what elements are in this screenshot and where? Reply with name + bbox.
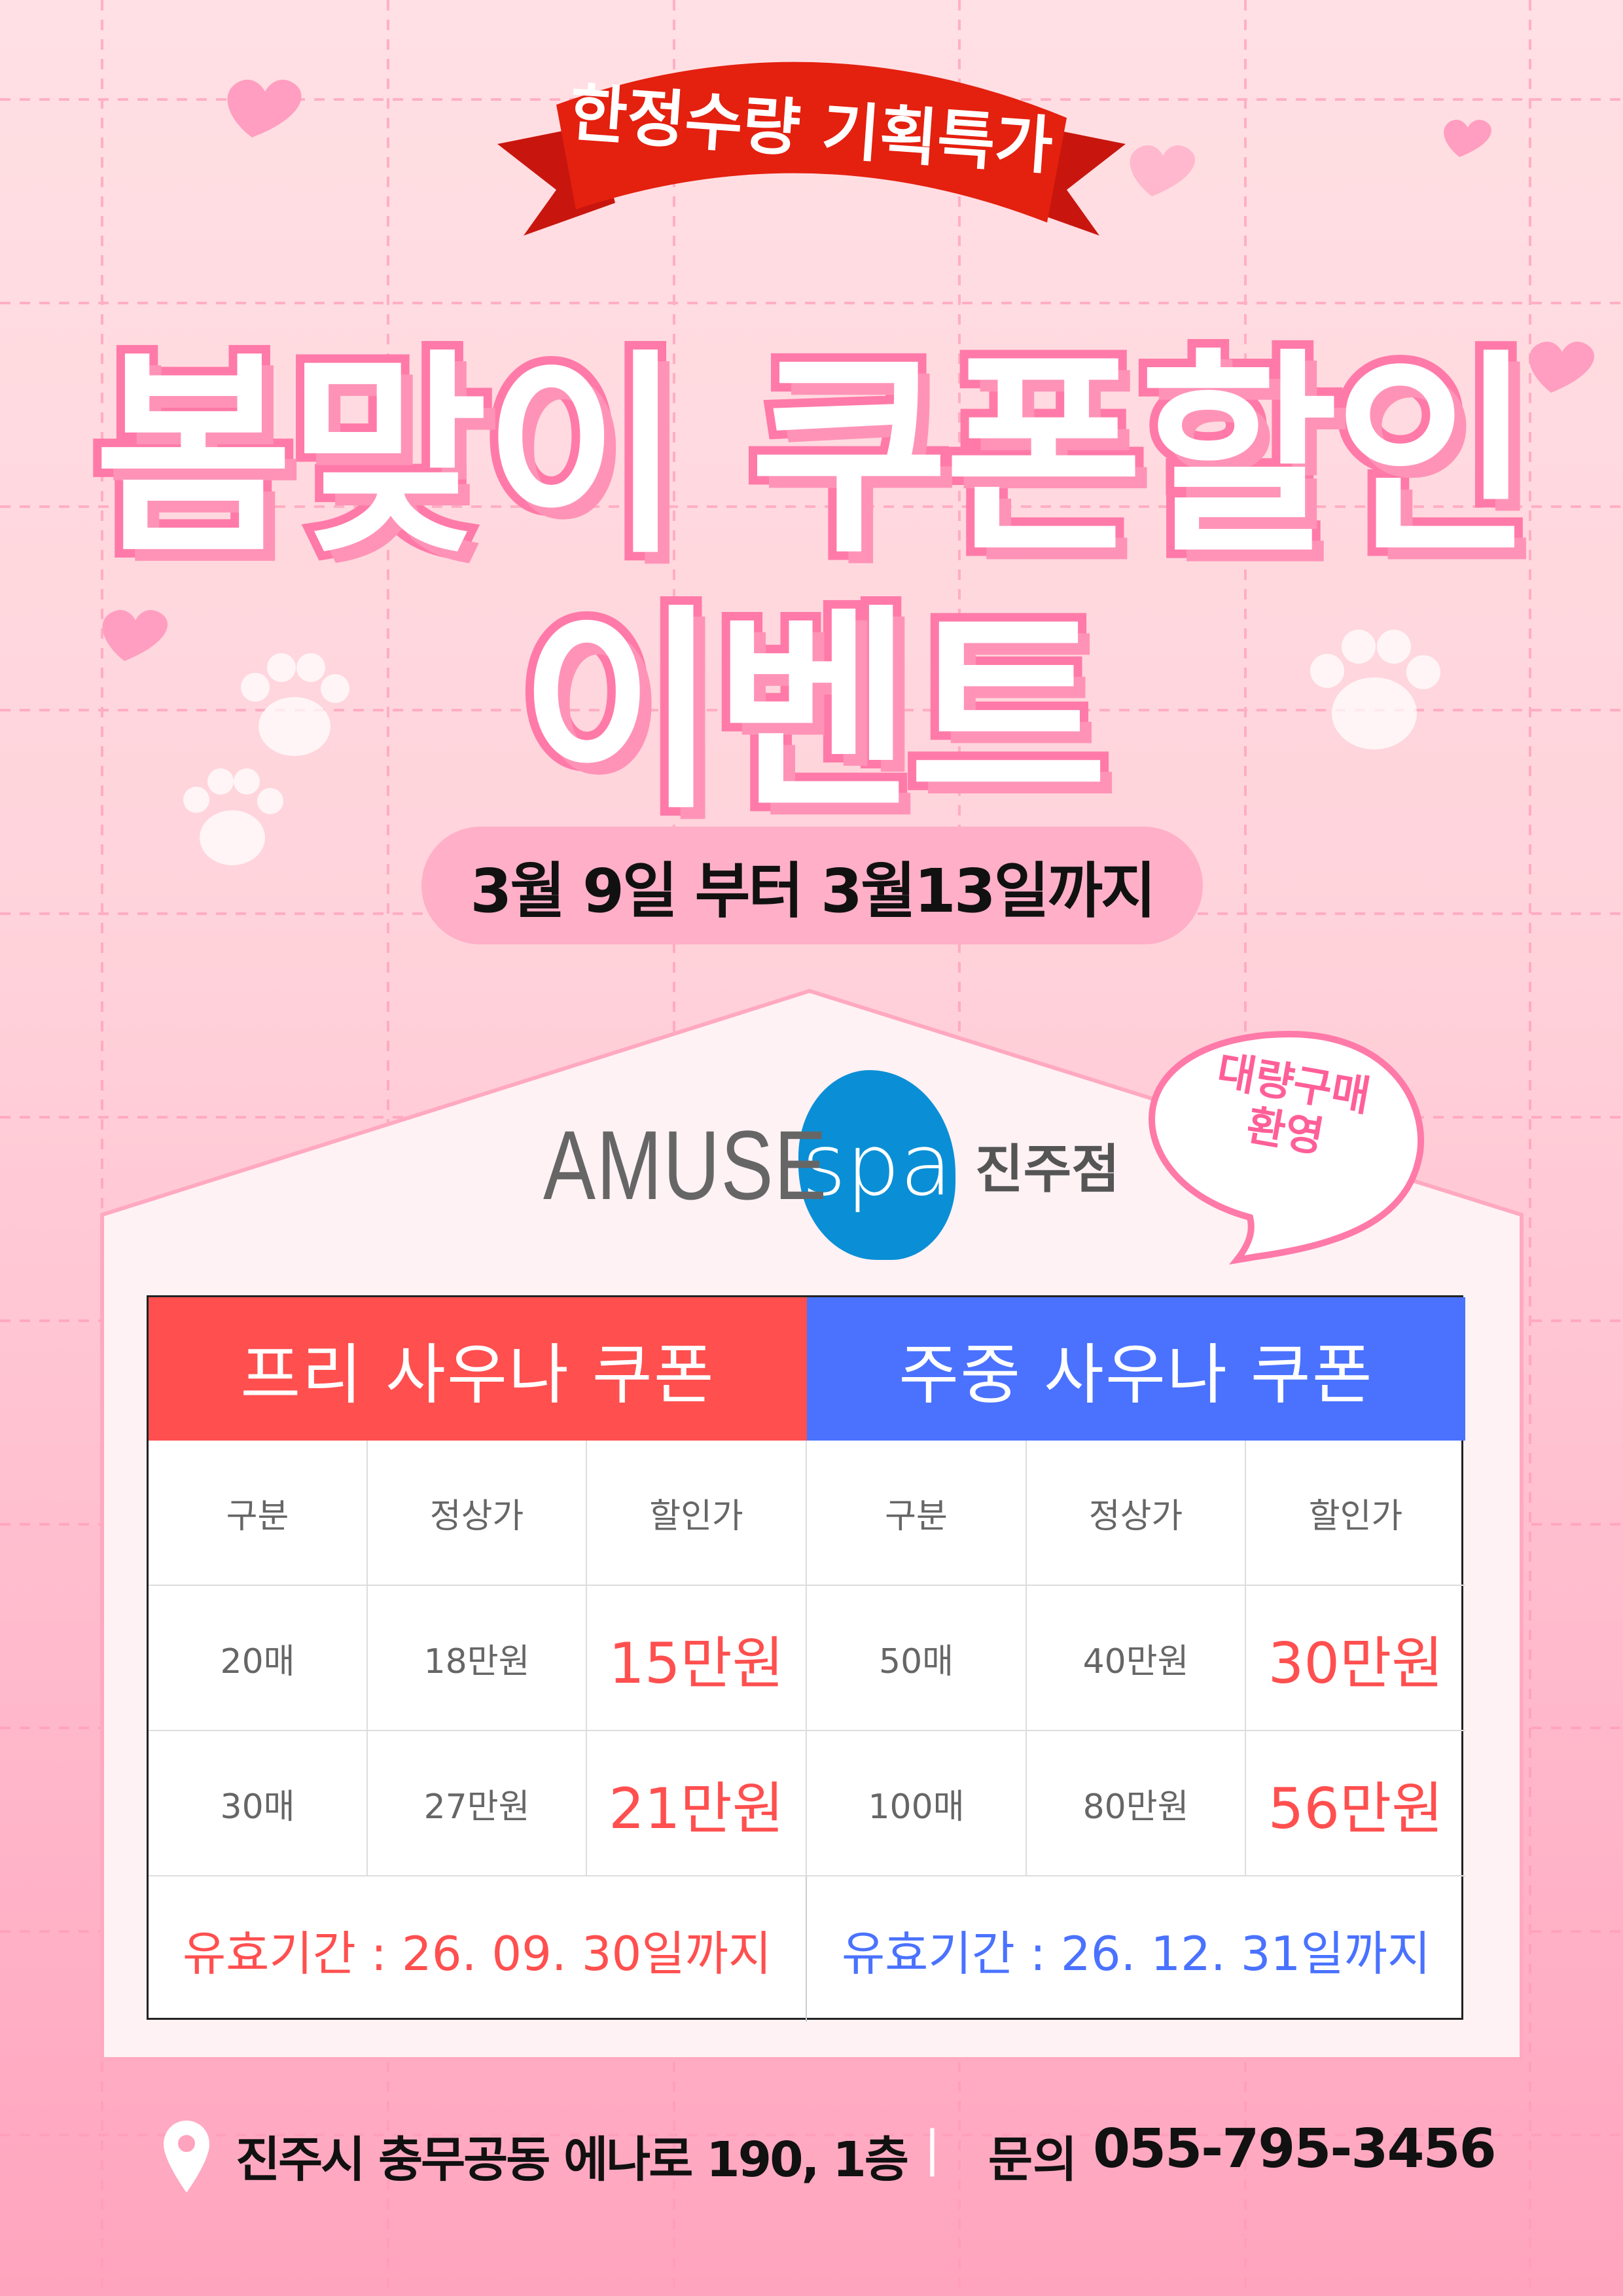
logo-text-amuse: AMUSE [543,1109,828,1220]
column-header: 할인가 [587,1441,807,1586]
address: 진주시 충무공동 에나로 190, 1층 [236,2132,909,2188]
footer-separator: | [924,2121,940,2177]
discount-price-cell: 21만원 [587,1731,807,1876]
quantity-cell: 100매 [807,1731,1027,1876]
coupon-price-table: 프리 사우나 쿠폰 주중 사우나 쿠폰 구분 정상가 할인가 구분 정상가 할인… [147,1295,1465,2022]
discount-price-cell: 30만원 [1246,1586,1465,1731]
column-header: 할인가 [1246,1441,1465,1586]
column-header: 구분 [807,1441,1027,1586]
validity-period: 유효기간 : 26. 09. 30일까지 [149,1876,807,2022]
column-header: 정상가 [1027,1441,1246,1586]
quantity-cell: 50매 [807,1586,1027,1731]
column-header: 구분 [149,1441,368,1586]
free-sauna-coupon-header: 프리 사우나 쿠폰 [149,1297,807,1441]
discount-price-cell: 15만원 [587,1586,807,1731]
title-line-2: 이벤트 [511,578,1116,846]
discount-price-cell: 56만원 [1246,1731,1465,1876]
phone-number: 055-795-3456 [1093,2118,1497,2180]
regular-price-cell: 40만원 [1027,1586,1246,1731]
heart-icons [102,79,1595,661]
date-range: 3월 9일 부터 3월13일까지 [470,855,1156,926]
title-line-1: 봄맞이 쿠폰할인 [86,323,1541,591]
location-pin-icon [164,2121,209,2193]
quantity-cell: 20매 [149,1586,368,1731]
paw-print-icons [183,630,1440,865]
regular-price-cell: 18만원 [368,1586,587,1731]
speech-bubble [1148,1030,1424,1265]
amuse-spa-logo: AMUSE spa 진주점 [543,1067,1120,1263]
column-header: 정상가 [368,1441,587,1586]
validity-period: 유효기간 : 26. 12. 31일까지 [841,1926,1431,1981]
logo-branch: 진주점 [975,1139,1120,1200]
ribbon-banner [497,62,1126,236]
quantity-cell: 30매 [149,1731,368,1876]
date-range-pill: 3월 9일 부터 3월13일까지 [421,827,1203,944]
contact-label: 문의 [988,2132,1078,2188]
logo-text-spa: spa [798,1070,955,1260]
regular-price-cell: 27만원 [368,1731,587,1876]
weekday-sauna-coupon-header: 주중 사우나 쿠폰 [807,1297,1465,1441]
footer-info: 진주시 충무공동 에나로 190, 1층 | 문의 055-795-3456 [0,2108,1623,2193]
regular-price-cell: 80만원 [1027,1731,1246,1876]
